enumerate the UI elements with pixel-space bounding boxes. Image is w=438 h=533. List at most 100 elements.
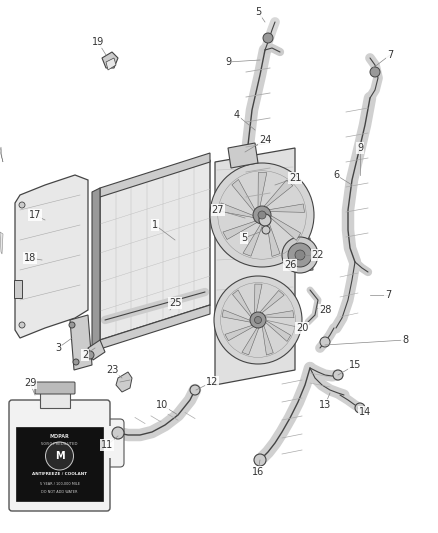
Text: 5: 5 bbox=[255, 7, 261, 17]
Polygon shape bbox=[233, 290, 252, 318]
Polygon shape bbox=[293, 238, 313, 272]
Polygon shape bbox=[0, 232, 3, 254]
Circle shape bbox=[295, 250, 305, 260]
Circle shape bbox=[19, 322, 25, 328]
Circle shape bbox=[253, 206, 271, 224]
Circle shape bbox=[112, 427, 124, 439]
Polygon shape bbox=[265, 320, 291, 342]
Circle shape bbox=[69, 322, 75, 328]
Text: M: M bbox=[55, 451, 64, 461]
Text: 13: 13 bbox=[319, 400, 331, 410]
Text: 17: 17 bbox=[29, 210, 41, 220]
Text: 3: 3 bbox=[55, 343, 61, 353]
Circle shape bbox=[86, 351, 94, 359]
Polygon shape bbox=[215, 148, 295, 385]
Polygon shape bbox=[116, 372, 132, 392]
Text: 19: 19 bbox=[92, 37, 104, 47]
FancyBboxPatch shape bbox=[35, 382, 75, 394]
Polygon shape bbox=[242, 327, 259, 355]
Text: 9: 9 bbox=[225, 57, 231, 67]
Circle shape bbox=[210, 163, 314, 267]
Polygon shape bbox=[70, 315, 92, 370]
Text: 28: 28 bbox=[319, 305, 331, 315]
FancyBboxPatch shape bbox=[98, 419, 124, 467]
Polygon shape bbox=[223, 221, 258, 239]
Circle shape bbox=[46, 442, 74, 470]
Polygon shape bbox=[219, 203, 254, 218]
Circle shape bbox=[333, 370, 343, 380]
Text: 8: 8 bbox=[402, 335, 408, 345]
Text: MOPAR: MOPAR bbox=[49, 433, 69, 439]
Polygon shape bbox=[88, 340, 105, 360]
Circle shape bbox=[282, 237, 318, 273]
FancyBboxPatch shape bbox=[103, 426, 117, 458]
Text: 50/50 PREDILUTED: 50/50 PREDILUTED bbox=[41, 442, 78, 446]
Polygon shape bbox=[262, 325, 273, 355]
Text: 7: 7 bbox=[387, 50, 393, 60]
Circle shape bbox=[370, 67, 380, 77]
Polygon shape bbox=[92, 188, 100, 353]
Text: DO NOT ADD WATER: DO NOT ADD WATER bbox=[41, 490, 78, 494]
Polygon shape bbox=[263, 180, 293, 208]
Text: 4: 4 bbox=[234, 110, 240, 120]
Polygon shape bbox=[100, 160, 210, 340]
Polygon shape bbox=[15, 175, 88, 338]
Text: 24: 24 bbox=[259, 135, 271, 145]
Text: 18: 18 bbox=[24, 253, 36, 263]
Circle shape bbox=[258, 211, 266, 219]
Polygon shape bbox=[225, 325, 254, 341]
Text: 22: 22 bbox=[312, 250, 324, 260]
Polygon shape bbox=[228, 143, 258, 168]
Text: 12: 12 bbox=[206, 377, 218, 387]
Polygon shape bbox=[267, 220, 280, 256]
Polygon shape bbox=[259, 290, 284, 313]
Polygon shape bbox=[243, 223, 263, 256]
Circle shape bbox=[259, 214, 271, 226]
Text: 9: 9 bbox=[357, 143, 363, 153]
Polygon shape bbox=[270, 215, 300, 240]
Circle shape bbox=[19, 202, 25, 208]
Circle shape bbox=[263, 33, 273, 43]
Polygon shape bbox=[100, 153, 210, 197]
Circle shape bbox=[73, 359, 79, 365]
Polygon shape bbox=[0, 147, 3, 162]
Circle shape bbox=[254, 454, 266, 466]
Text: 10: 10 bbox=[156, 400, 168, 410]
Polygon shape bbox=[100, 305, 210, 349]
Polygon shape bbox=[263, 311, 294, 318]
Text: 16: 16 bbox=[252, 467, 264, 477]
Circle shape bbox=[190, 385, 200, 395]
Circle shape bbox=[320, 337, 330, 347]
Circle shape bbox=[288, 243, 312, 267]
Circle shape bbox=[214, 276, 302, 364]
Text: 7: 7 bbox=[385, 290, 391, 300]
Circle shape bbox=[250, 312, 266, 328]
Text: 2: 2 bbox=[82, 350, 88, 360]
Text: 6: 6 bbox=[333, 170, 339, 180]
Circle shape bbox=[355, 403, 365, 413]
Polygon shape bbox=[268, 204, 304, 212]
Text: 1: 1 bbox=[152, 220, 158, 230]
Text: 11: 11 bbox=[101, 440, 113, 450]
Polygon shape bbox=[222, 310, 251, 322]
Polygon shape bbox=[106, 58, 116, 70]
Text: 21: 21 bbox=[289, 173, 301, 183]
Circle shape bbox=[262, 226, 270, 234]
Text: 14: 14 bbox=[359, 407, 371, 417]
Polygon shape bbox=[254, 284, 262, 314]
FancyBboxPatch shape bbox=[40, 390, 70, 408]
Text: 26: 26 bbox=[284, 260, 296, 270]
Text: 29: 29 bbox=[24, 378, 36, 388]
FancyBboxPatch shape bbox=[16, 427, 103, 501]
Text: 15: 15 bbox=[349, 360, 361, 370]
Text: 20: 20 bbox=[296, 323, 308, 333]
Text: ANTIFREEZE / COOLANT: ANTIFREEZE / COOLANT bbox=[32, 472, 87, 476]
FancyBboxPatch shape bbox=[9, 400, 110, 511]
Circle shape bbox=[254, 317, 261, 324]
Text: 27: 27 bbox=[212, 205, 224, 215]
Text: 25: 25 bbox=[169, 298, 181, 308]
Polygon shape bbox=[232, 180, 255, 212]
FancyBboxPatch shape bbox=[14, 280, 22, 298]
Text: 23: 23 bbox=[106, 365, 118, 375]
Polygon shape bbox=[258, 173, 267, 208]
